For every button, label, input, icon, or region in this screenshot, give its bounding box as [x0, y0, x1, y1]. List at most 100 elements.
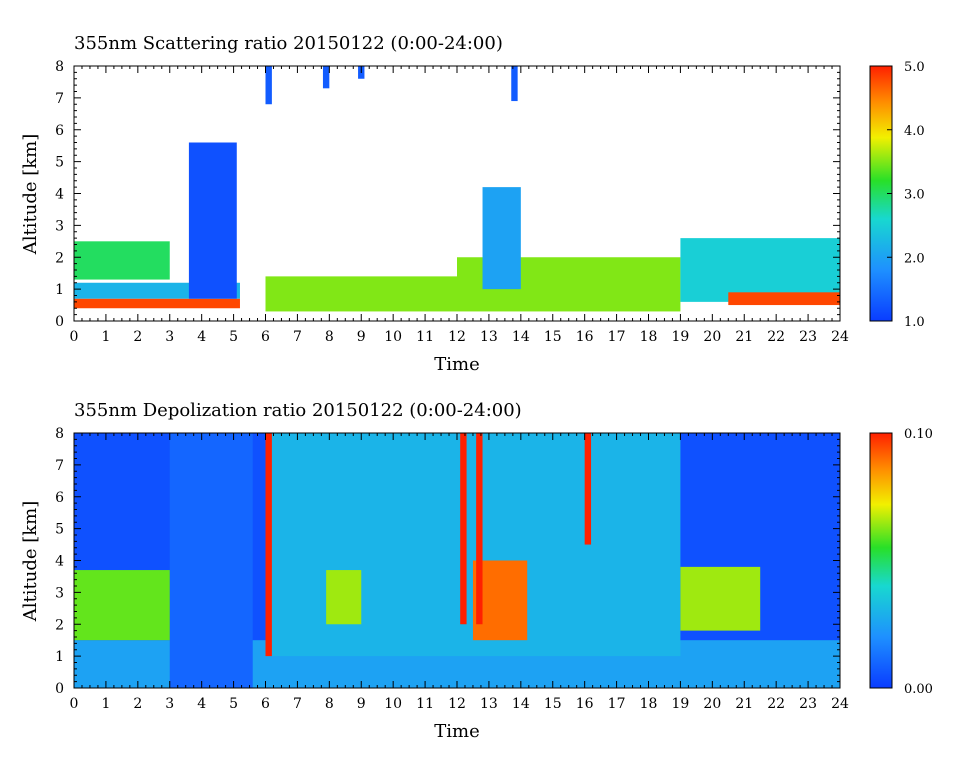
heatmap-cell [265, 276, 457, 312]
heatmap-cell [74, 241, 170, 280]
x-tick-label: 20 [703, 329, 721, 345]
heatmap-area [74, 433, 840, 688]
y-tick-label: 3 [55, 218, 64, 234]
y-tick-label: 8 [55, 426, 64, 442]
y-tick-label: 4 [55, 187, 64, 203]
y-tick-label: 6 [55, 123, 64, 139]
y-tick-label: 3 [55, 585, 64, 601]
x-tick-label: 24 [831, 329, 849, 345]
colorbar-tick-label: 1.0 [904, 315, 925, 330]
x-tick-label: 19 [672, 696, 690, 712]
y-axis-label: Altitude [km] [20, 134, 41, 256]
heatmap-cell [322, 66, 330, 89]
x-tick-label: 1 [101, 696, 110, 712]
x-tick-label: 5 [229, 696, 238, 712]
x-tick-label: 14 [512, 696, 530, 712]
x-tick-label: 0 [70, 329, 79, 345]
colorbar [869, 432, 893, 689]
y-tick-label: 5 [55, 155, 64, 171]
axes: 0 1 2 3 4 5 6 7 8 9 10 11 12 13 14 15 16 17 18 19 20 21 22 23 24… [55, 426, 849, 712]
heatmap-cell [728, 292, 840, 306]
x-tick-label: 17 [608, 696, 626, 712]
scattering-ratio-panel: 355nm Scattering ratio 20150122 (0:00-24… [20, 33, 925, 375]
x-tick-label: 15 [544, 329, 562, 345]
x-tick-label: 16 [576, 329, 594, 345]
y-tick-label: 2 [55, 250, 64, 266]
y-tick-label: 0 [55, 314, 64, 330]
x-tick-label: 23 [799, 696, 817, 712]
x-tick-label: 11 [416, 329, 434, 345]
x-tick-label: 18 [640, 329, 658, 345]
heatmap-cell [326, 570, 362, 625]
heatmap-cell [476, 433, 483, 625]
x-tick-label: 12 [448, 329, 466, 345]
y-tick-label: 2 [55, 617, 64, 633]
y-tick-label: 7 [55, 458, 64, 474]
colorbar-tick-label: 5.0 [904, 60, 925, 75]
x-axis-label: Time [434, 721, 479, 742]
x-tick-label: 8 [325, 329, 334, 345]
y-tick-label: 4 [55, 554, 64, 570]
colorbar-ticks: 0.00 0.10 [887, 427, 933, 697]
x-tick-label: 20 [703, 696, 721, 712]
x-tick-label: 11 [416, 696, 434, 712]
heatmap-cell [584, 433, 592, 545]
x-tick-label: 3 [165, 329, 174, 345]
x-tick-label: 7 [293, 329, 302, 345]
x-tick-label: 10 [384, 329, 402, 345]
colorbar-tick-label: 4.0 [904, 124, 925, 139]
heatmap-cell [482, 187, 521, 290]
x-tick-label: 17 [608, 329, 626, 345]
colorbar-tick-label: 0.00 [904, 682, 933, 697]
colorbar-tick-label: 3.0 [904, 188, 925, 203]
x-tick-label: 22 [767, 696, 785, 712]
panel-title: 355nm Depolization ratio 20150122 (0:00-… [74, 400, 522, 421]
heatmap-cell [511, 66, 518, 102]
x-tick-label: 15 [544, 696, 562, 712]
x-tick-label: 12 [448, 696, 466, 712]
x-tick-label: 4 [197, 696, 206, 712]
x-tick-label: 9 [357, 329, 366, 345]
x-tick-label: 5 [229, 329, 238, 345]
depolarization-ratio-panel: 355nm Depolization ratio 20150122 (0:00-… [20, 400, 933, 742]
x-tick-label: 9 [357, 696, 366, 712]
y-tick-label: 5 [55, 522, 64, 538]
y-axis-label: Altitude [km] [20, 501, 41, 623]
x-tick-label: 7 [293, 696, 302, 712]
x-tick-label: 6 [261, 329, 270, 345]
y-tick-label: 1 [55, 649, 64, 665]
x-tick-label: 0 [70, 696, 79, 712]
x-tick-label: 19 [672, 329, 690, 345]
y-tick-label: 1 [55, 282, 64, 298]
colorbar-ticks: 1.0 2.0 3.0 4.0 5.0 [887, 60, 925, 330]
heatmap-cell [74, 570, 170, 641]
x-tick-label: 18 [640, 696, 658, 712]
heatmap-area [74, 66, 840, 321]
x-tick-label: 23 [799, 329, 817, 345]
x-tick-label: 13 [480, 329, 498, 345]
y-tick-label: 7 [55, 91, 64, 107]
x-tick-label: 21 [735, 329, 753, 345]
heatmap-cell [680, 566, 761, 631]
y-tick-label: 0 [55, 681, 64, 697]
heatmap-cell [460, 433, 467, 625]
x-tick-label: 13 [480, 696, 498, 712]
y-tick-label: 6 [55, 490, 64, 506]
x-tick-label: 6 [261, 696, 270, 712]
colorbar-tick-label: 0.10 [904, 427, 933, 442]
x-tick-label: 2 [133, 696, 142, 712]
heatmap-cell [265, 66, 272, 105]
x-tick-label: 22 [767, 329, 785, 345]
x-tick-label: 4 [197, 329, 206, 345]
x-axis-label: Time [434, 354, 479, 375]
x-tick-label: 2 [133, 329, 142, 345]
heatmap-cell [188, 142, 237, 299]
x-tick-label: 21 [735, 696, 753, 712]
heatmap-cell [74, 298, 240, 309]
x-tick-label: 3 [165, 696, 174, 712]
heatmap-cell [169, 433, 253, 688]
colorbar-tick-label: 2.0 [904, 251, 925, 266]
x-tick-label: 1 [101, 329, 110, 345]
x-tick-label: 10 [384, 696, 402, 712]
